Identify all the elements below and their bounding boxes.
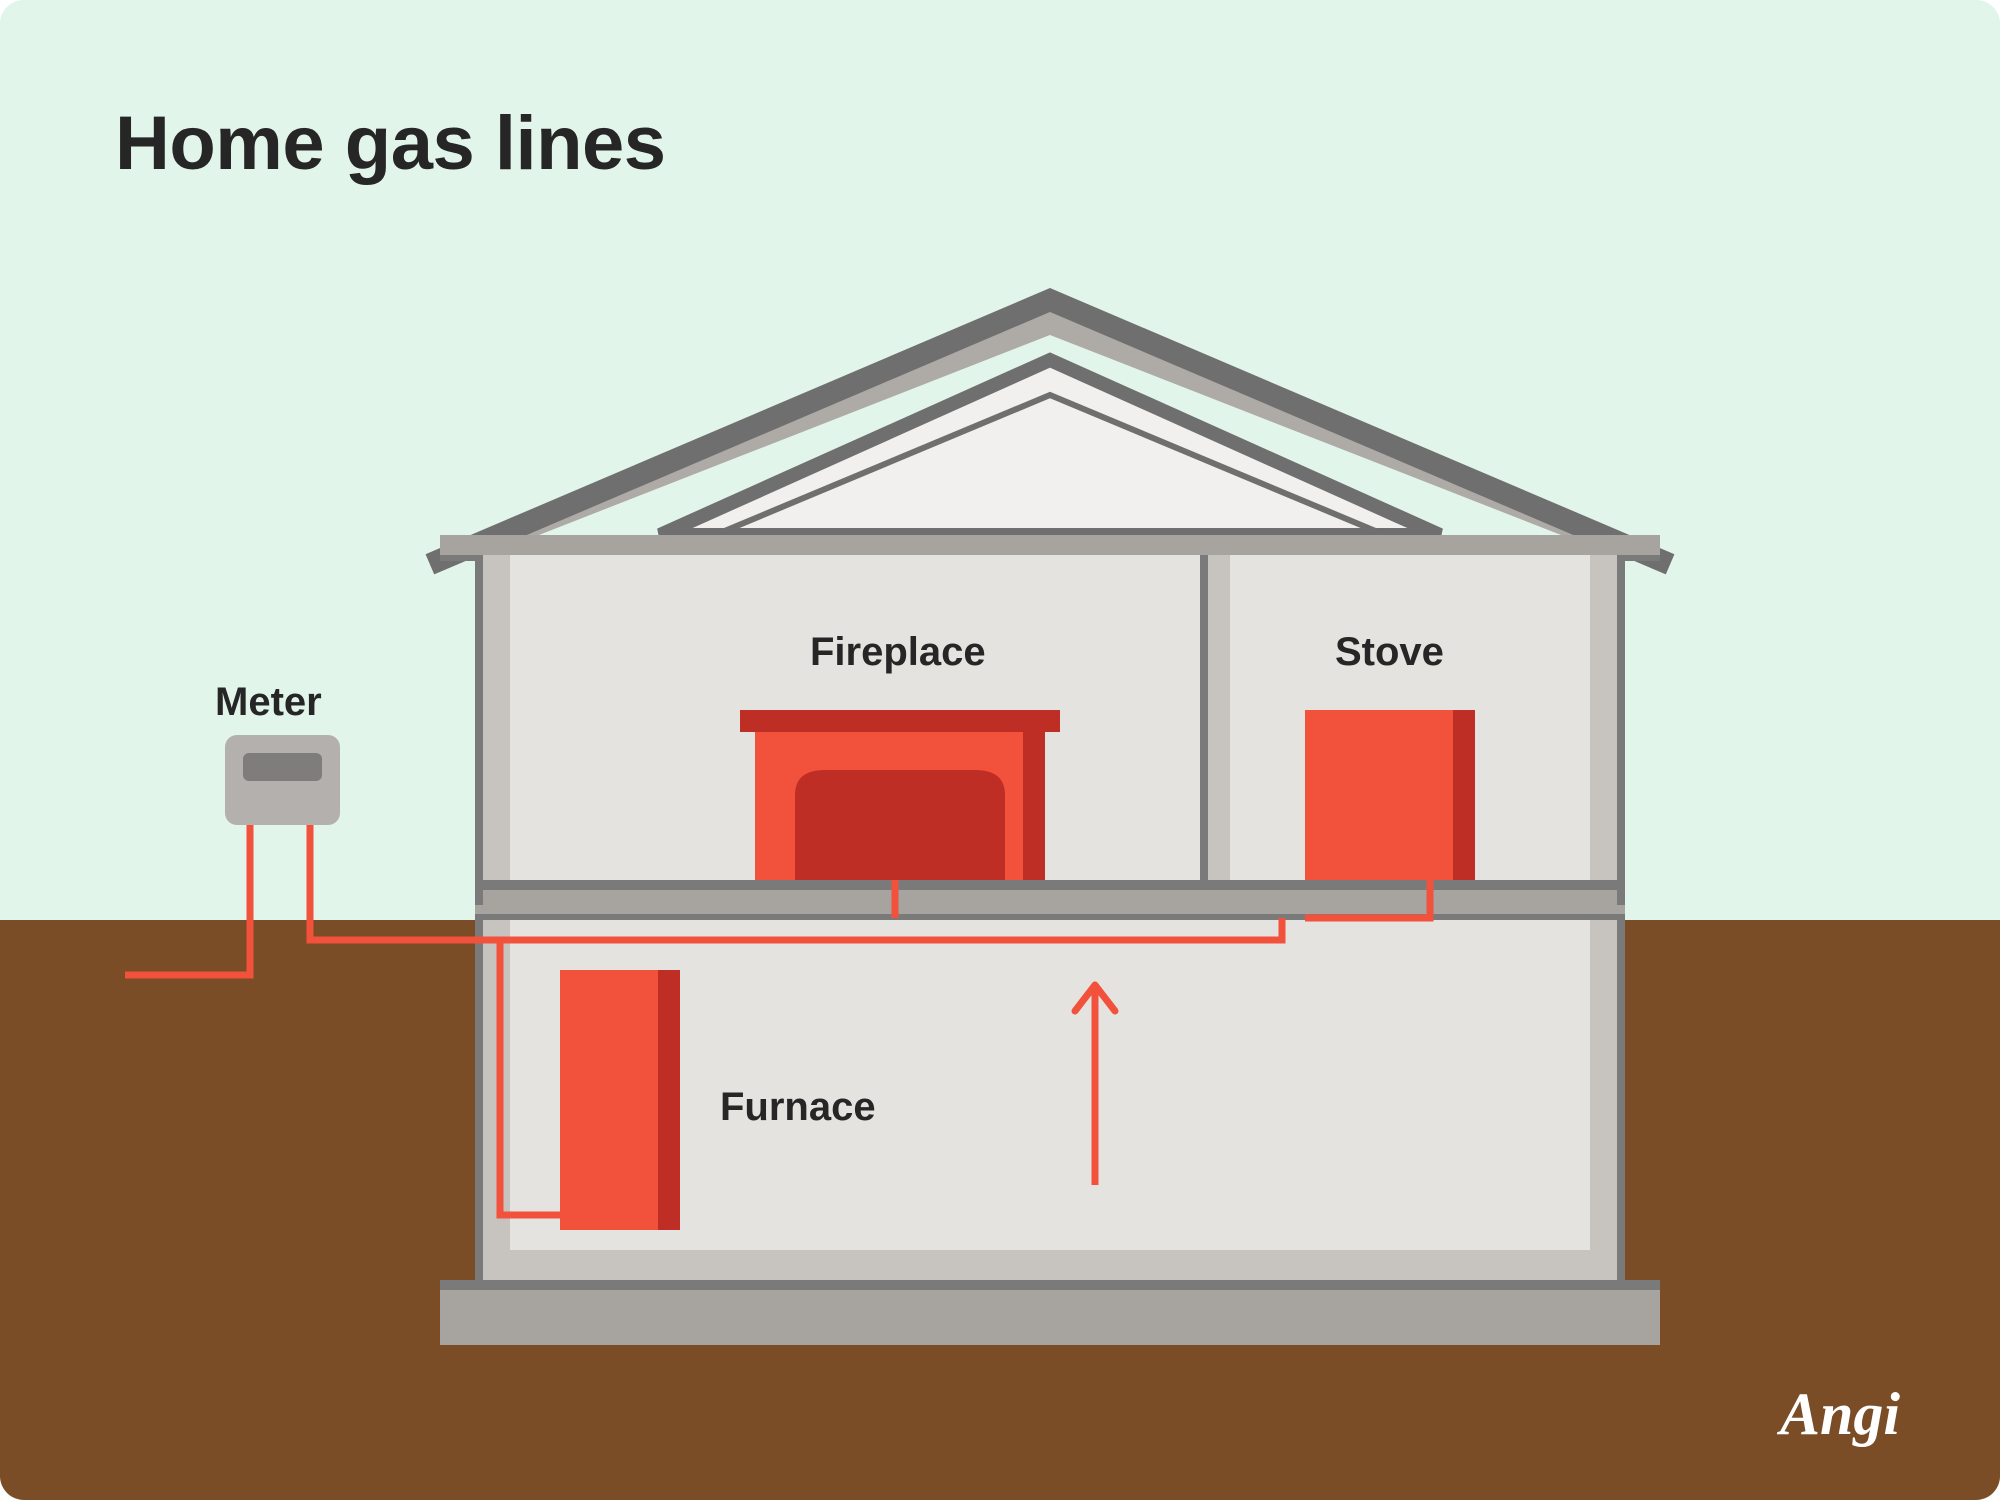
meter-label: Meter xyxy=(215,680,322,725)
stove-label: Stove xyxy=(1335,630,1444,675)
diagram-title: Home gas lines xyxy=(115,100,666,187)
infographic-canvas: Home gas lines Meter Fireplace Stove Fur… xyxy=(0,0,2000,1500)
furnace-label: Furnace xyxy=(720,1085,876,1130)
brand-logo: Angi xyxy=(1780,1380,1900,1449)
fireplace-label: Fireplace xyxy=(810,630,986,675)
house-diagram xyxy=(0,0,2000,1500)
